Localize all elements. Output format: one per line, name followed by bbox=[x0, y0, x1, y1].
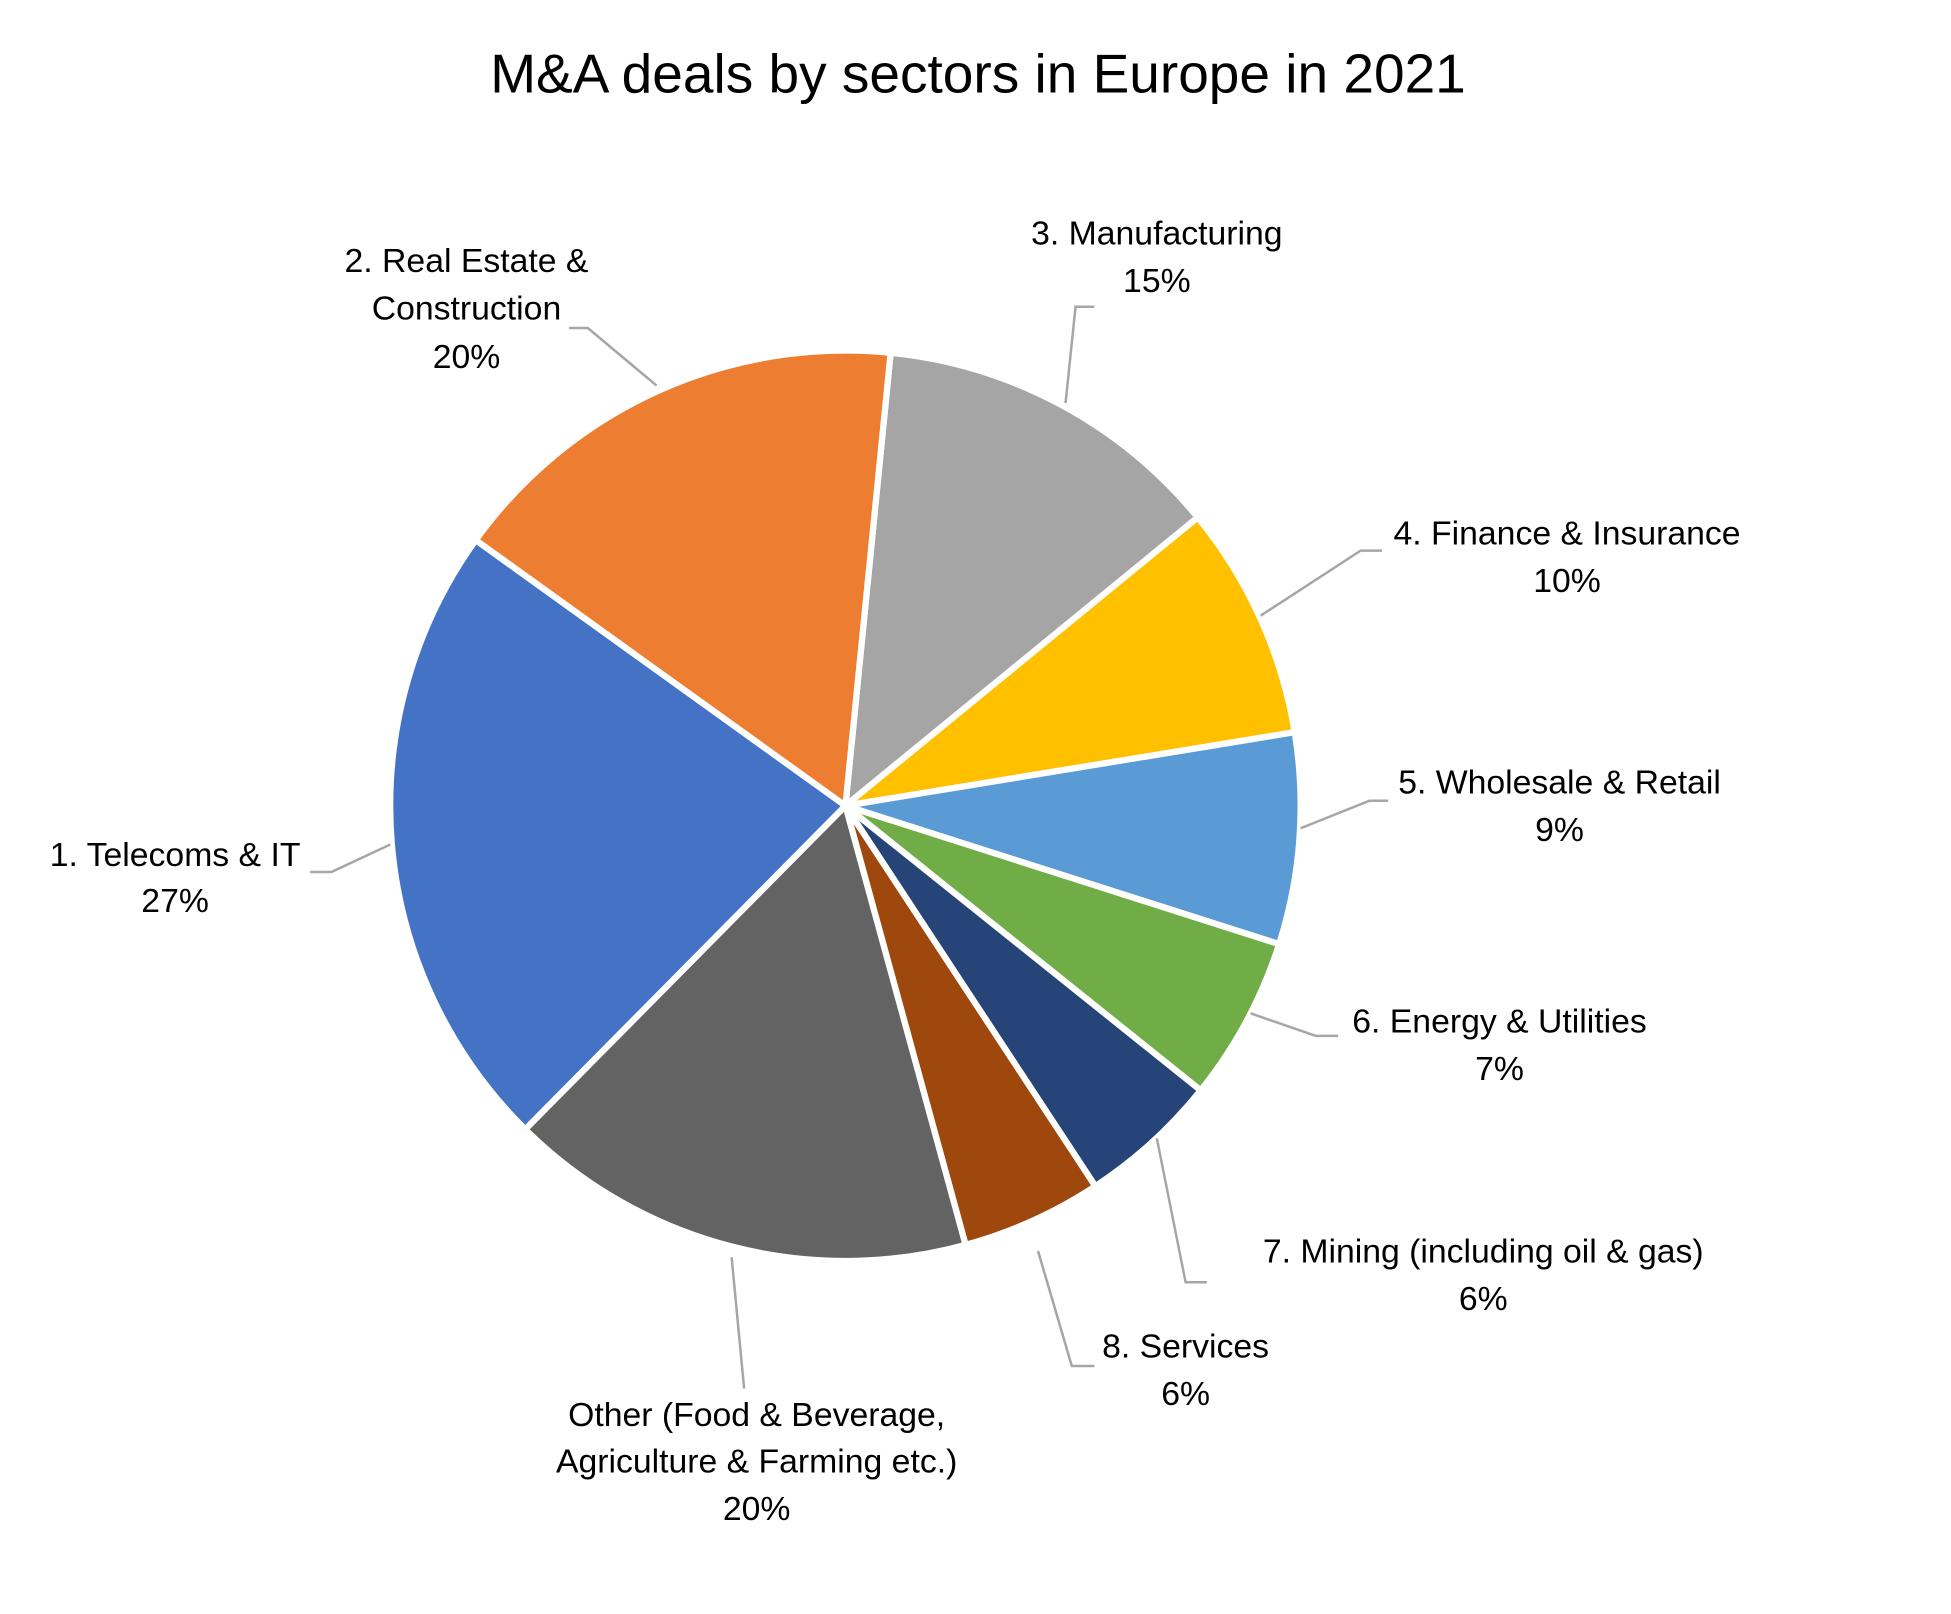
leader-line bbox=[1036, 1250, 1095, 1368]
data-label-category: Construction bbox=[372, 289, 561, 327]
data-label-value: 10% bbox=[1533, 562, 1601, 600]
data-label-category: 2. Real Estate & bbox=[345, 242, 589, 280]
data-label-value: 27% bbox=[141, 882, 209, 920]
data-label-category: 4. Finance & Insurance bbox=[1394, 515, 1741, 553]
data-label-category: 8. Services bbox=[1102, 1327, 1269, 1365]
data-label-category: 7. Mining (including oil & gas) bbox=[1263, 1232, 1704, 1270]
data-label-value: 6% bbox=[1161, 1375, 1210, 1413]
leader-line bbox=[1300, 799, 1389, 830]
pie-slice bbox=[842, 802, 1283, 1094]
leader-line bbox=[730, 1257, 746, 1389]
leader-line bbox=[569, 326, 658, 387]
pie-slice bbox=[842, 514, 1298, 809]
pie-slice bbox=[842, 729, 1304, 948]
pie-slice bbox=[522, 802, 969, 1265]
leader-line bbox=[310, 843, 391, 874]
chart-title: M&A deals by sectors in Europe in 2021 bbox=[490, 42, 1466, 104]
leader-line bbox=[1064, 305, 1095, 404]
data-label-category: 5. Wholesale & Retail bbox=[1398, 763, 1721, 801]
data-label-category: 1. Telecoms & IT bbox=[50, 836, 301, 874]
data-label-value: 15% bbox=[1123, 262, 1191, 300]
data-label-category: 3. Manufacturing bbox=[1031, 214, 1282, 252]
data-label-category: Agriculture & Farming etc.) bbox=[556, 1443, 957, 1481]
pie-slice bbox=[842, 349, 1201, 809]
data-label-value: 6% bbox=[1459, 1280, 1508, 1318]
data-label-category: 6. Energy & Utilities bbox=[1352, 1002, 1647, 1040]
leader-line bbox=[1250, 1012, 1339, 1038]
data-label-category: Other (Food & Beverage, bbox=[568, 1396, 945, 1434]
pie-slice bbox=[387, 536, 849, 1133]
leader-line bbox=[1259, 549, 1382, 617]
data-label-value: 20% bbox=[723, 1490, 791, 1528]
pie-slice bbox=[472, 347, 894, 809]
data-label-value: 20% bbox=[433, 338, 501, 376]
leader-line bbox=[1155, 1138, 1207, 1284]
data-label-value: 7% bbox=[1475, 1050, 1524, 1088]
data-label-value: 9% bbox=[1535, 811, 1584, 849]
